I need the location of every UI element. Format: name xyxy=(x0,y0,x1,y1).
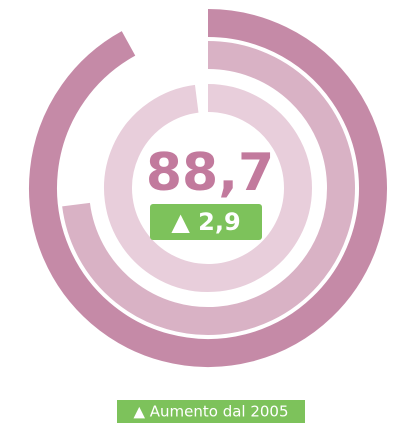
footnote: ▲ Aumento dal 2005 xyxy=(133,403,288,421)
ring-arc xyxy=(29,9,387,367)
footnote-badge xyxy=(117,400,305,423)
change-label: ▲ 2,9 xyxy=(171,208,240,236)
center-value: 88,7 xyxy=(146,143,274,203)
ring-arc xyxy=(104,84,312,292)
change-badge xyxy=(150,204,262,240)
ring-arc xyxy=(62,41,355,335)
